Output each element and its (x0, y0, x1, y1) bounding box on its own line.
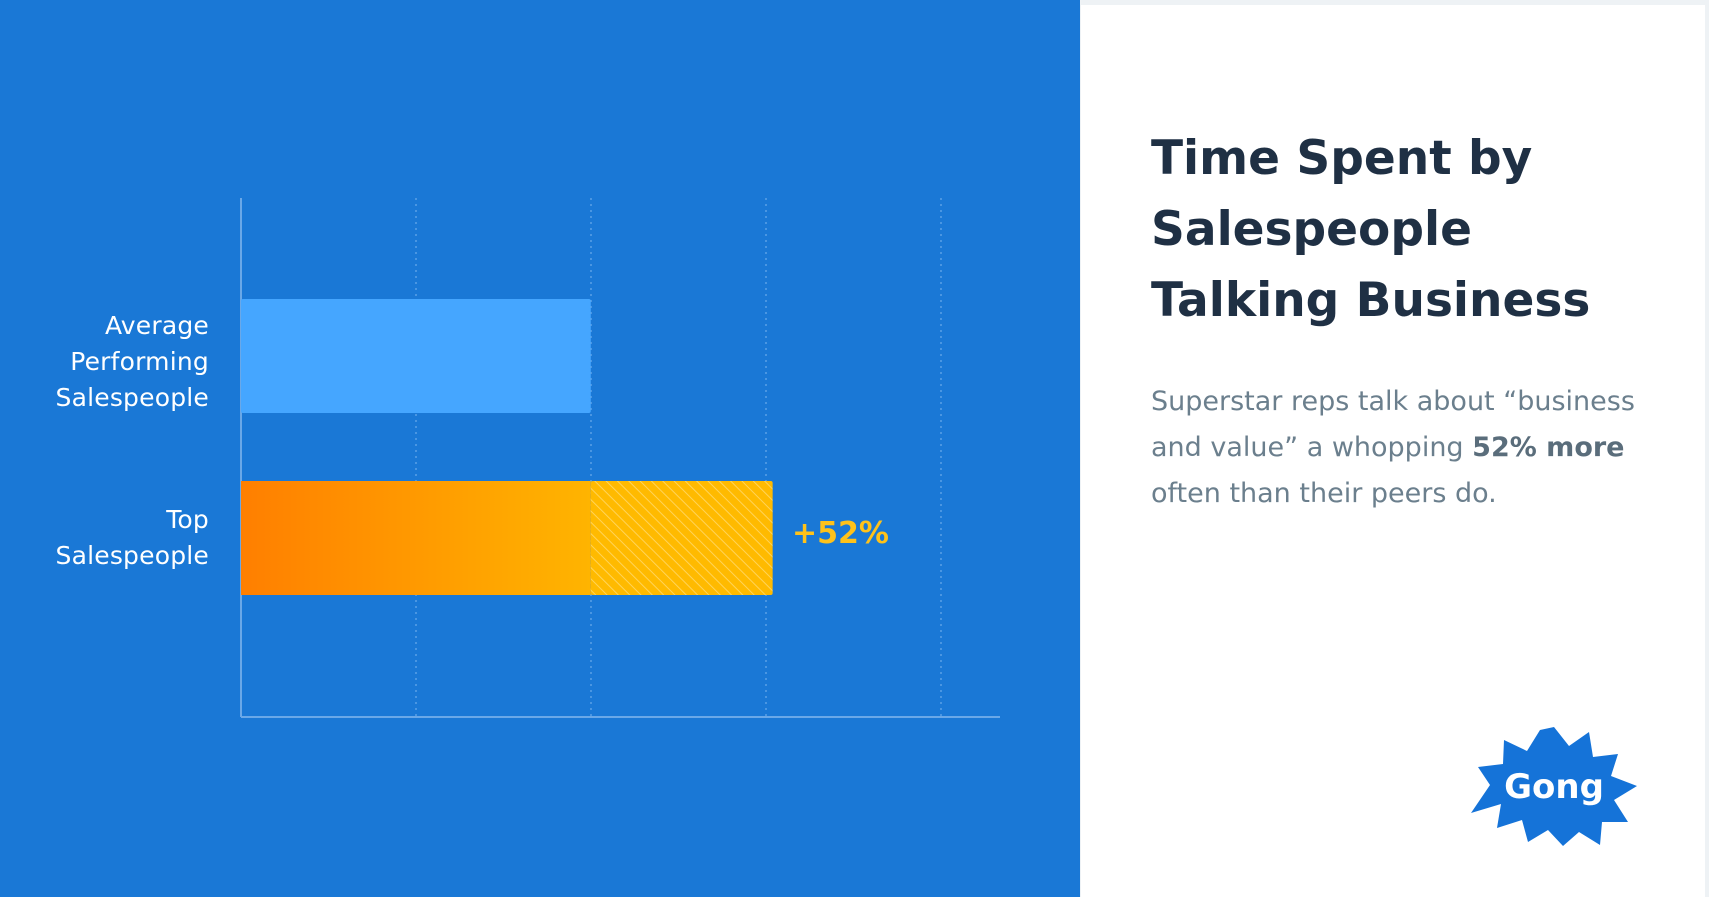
description-highlight: 52% more (1472, 432, 1625, 463)
category-label-top: Top Salespeople (55, 505, 209, 570)
category-labels: Average Performing Salespeople Top Sales… (9, 0, 209, 897)
page-title: Time Spent by Salespeople Talking Busine… (1151, 131, 1591, 328)
description-text-2: often than their peers do. (1151, 478, 1497, 509)
info-panel: Time Spent by Salespeople Talking Busine… (1081, 5, 1705, 897)
gong-starburst-icon (1471, 727, 1637, 846)
chart-panel: Average Performing Salespeople Top Sales… (0, 0, 1080, 897)
increase-label: +52% (792, 516, 889, 551)
gong-logo: Gong (1471, 727, 1637, 846)
bar-average (241, 299, 591, 413)
category-label-average: Average Performing Salespeople (55, 311, 209, 412)
bar-top-base (241, 481, 591, 595)
logo-text: Gong (1504, 767, 1604, 807)
description-text-1: Superstar reps talk about “business and … (1151, 386, 1635, 463)
bar-chart (240, 198, 1000, 718)
bar-top-increase (590, 481, 773, 595)
description: Superstar reps talk about “business and … (1151, 379, 1651, 517)
